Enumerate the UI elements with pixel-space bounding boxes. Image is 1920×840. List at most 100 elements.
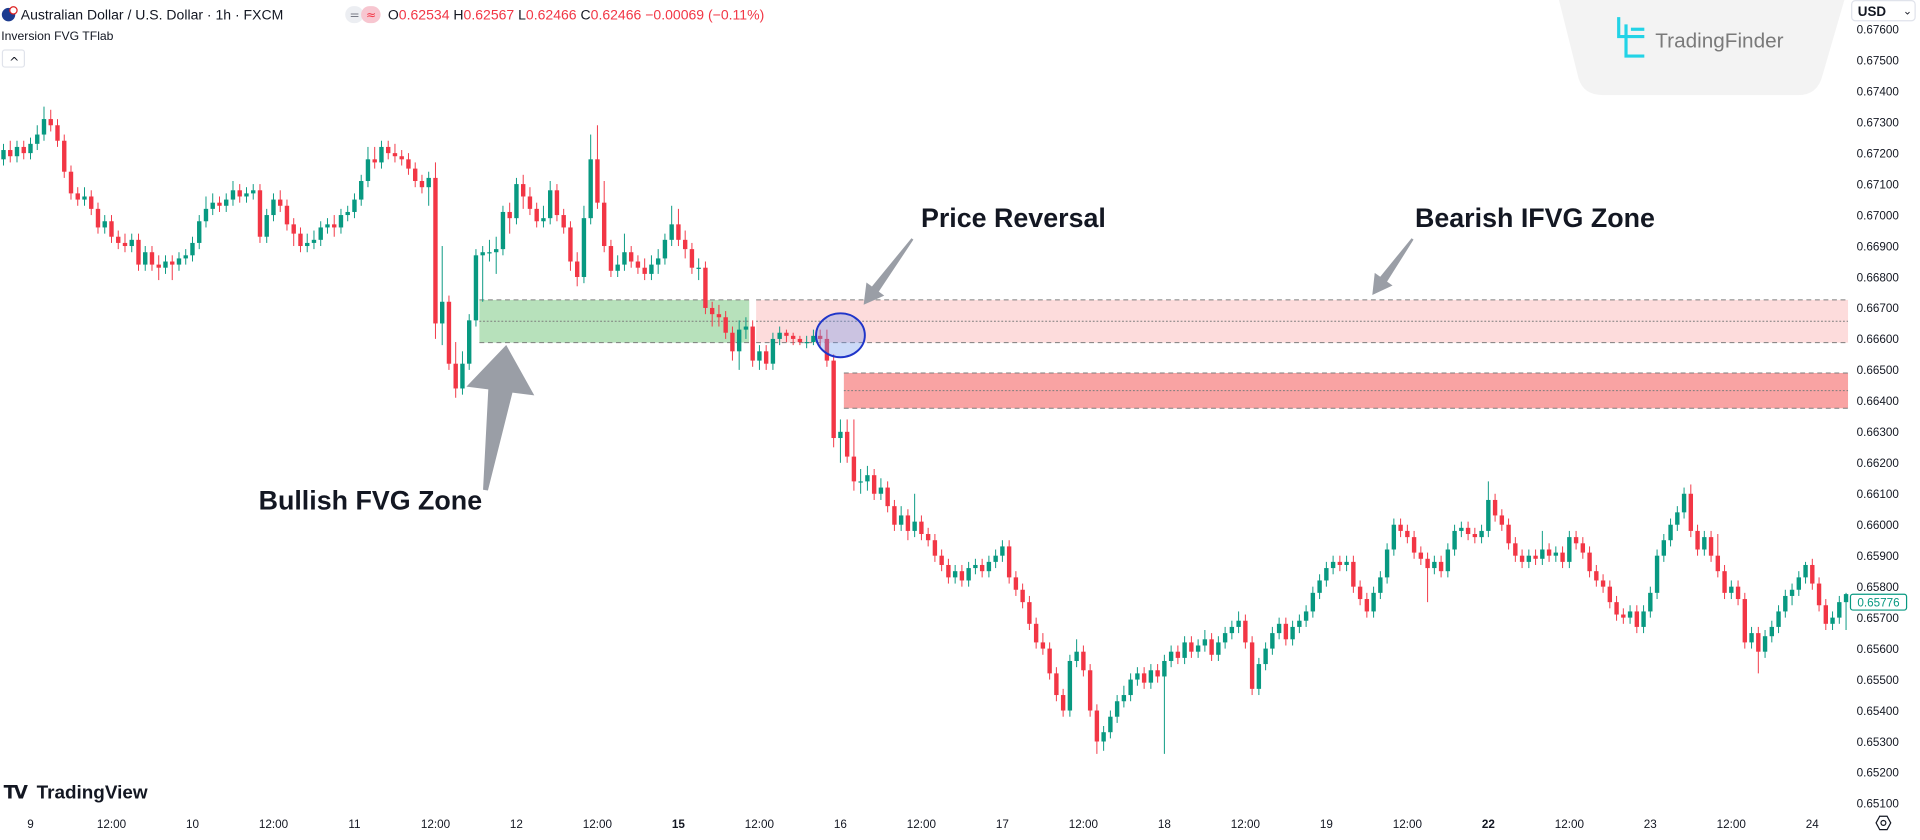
symbol-title[interactable]: Australian Dollar / U.S. Dollar · 1h · F… [21,7,284,23]
candle [251,184,256,200]
candle [264,208,269,243]
time-axis[interactable]: 9 12:00 10 12:00 11 12:00 12 12:00 15 12:00 16 12:0… [27,818,1819,831]
candle [1560,546,1565,569]
candle-body [1155,670,1160,677]
bearish-ifvg-zone [756,299,1849,344]
candle [1000,540,1005,562]
candle-body [41,119,47,135]
candle [392,143,398,163]
candle-body [399,156,404,160]
candle-body [1796,577,1802,590]
open-label: O [388,7,399,23]
candle-body [500,211,506,250]
candle [1209,633,1214,661]
candle [1168,645,1174,668]
candle-body [163,261,168,268]
bearish-ifvg-arrow-icon [1372,238,1414,296]
collapse-legend-button[interactable]: ^ [1,49,26,69]
candle-body [851,456,857,482]
candle [1749,626,1754,649]
candle [554,184,560,222]
price-reversal-circle [815,312,866,359]
candle [858,468,863,494]
candle-body [1384,549,1390,578]
candle-body [561,215,566,228]
candle-body [419,180,425,188]
candle [1195,639,1201,658]
candle-body [1843,594,1849,603]
candle [460,351,465,395]
candle-body [723,317,728,333]
annotation-bullish-fvg-zone: Bullish FVG Zone [259,486,483,516]
price-tick-label: 0.67100 [1857,178,1900,191]
candle-body [1047,648,1052,674]
indicator-name[interactable]: Inversion FVG TFlab [1,29,113,43]
candle-body [1553,552,1559,556]
candle [1351,555,1356,593]
candle-body [359,180,364,200]
candle [838,419,843,463]
candle-body [257,190,263,237]
candle-body [797,338,803,343]
time-tick-label: 16 [834,818,847,831]
candle [500,205,506,256]
candle [1810,558,1815,590]
candle [257,184,263,243]
candle [1573,530,1579,550]
tradingview-wordmark: TradingView [37,783,148,804]
candle-body [595,159,600,203]
hide-series-button[interactable]: = [345,6,364,24]
price-axis[interactable]: 0.67600 0.67500 0.67400 0.67300 0.67200 0.671… [1857,24,1900,811]
candle [325,218,330,234]
candle-body [95,208,101,228]
candle [156,255,161,281]
candle [1627,605,1633,624]
candle-body [1040,642,1046,649]
candle [1256,657,1262,696]
candle [473,249,479,327]
candle-body [1317,580,1322,593]
candle-body [1141,673,1147,683]
candle [1344,555,1349,572]
candle-body [736,329,742,352]
candle-body [1330,561,1336,569]
candle-body [1810,564,1815,584]
time-tick-label: 12 [510,818,523,831]
tradingview-logo[interactable]: TV TradingView [4,783,148,804]
candle [291,218,296,247]
candle [1405,524,1410,544]
currency-button[interactable]: USD ⌄ [1851,0,1916,22]
candle-body [325,224,330,228]
candle-body [1587,552,1592,572]
candle-body [1735,586,1741,600]
candle-body [453,363,458,389]
candle-body [507,211,512,219]
candle-body [838,431,843,439]
time-tick-label: 19 [1320,818,1333,831]
annotation-bearish-ifvg-zone: Bearish IFVG Zone [1415,203,1655,233]
candle [35,125,40,151]
candle-body [1634,611,1640,627]
candle [399,150,404,166]
candle-body [1249,642,1255,689]
candle-body [1121,695,1127,702]
candle [1229,620,1235,640]
candle-body [1837,602,1842,618]
chart-settings-gear-icon[interactable] [1875,815,1892,831]
time-tick-label: 12:00 [97,818,127,831]
high-value: 0.62567 [464,7,515,23]
candle [446,295,452,370]
series-style-button[interactable]: ≈ [361,6,381,24]
candle [1094,704,1100,754]
candle-body [1783,595,1788,612]
candle-body [1364,599,1370,612]
candle [41,106,47,141]
candle [89,190,94,216]
candle-body [581,218,587,277]
time-tick-label: 12:00 [745,818,775,831]
candle-body [696,267,701,269]
candle-body [1762,636,1768,652]
candle-body [1033,623,1039,643]
candle-body [1776,611,1781,627]
